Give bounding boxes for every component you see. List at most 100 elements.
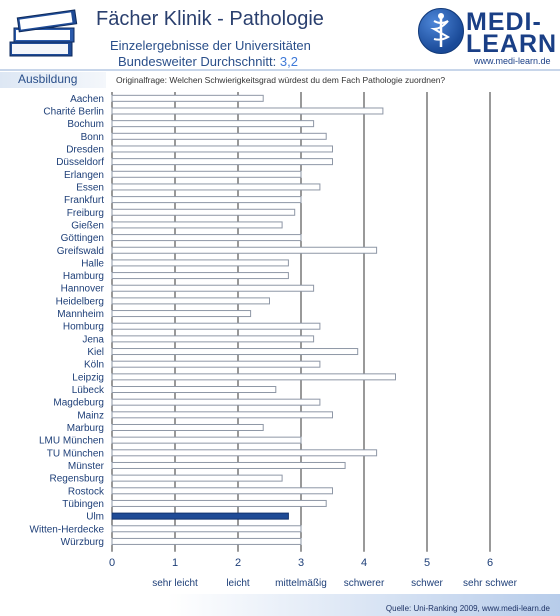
scale-label: schwerer	[344, 578, 385, 589]
category-label: Würzburg	[61, 537, 104, 548]
category-label: Homburg	[63, 322, 104, 333]
bar	[111, 297, 270, 305]
category-label: Charité Berlin	[43, 106, 104, 117]
question-text: Originalfrage: Welchen Schwierigkeitsgra…	[116, 75, 446, 85]
x-tick-label: 1	[172, 557, 178, 569]
category-label: Leipzig	[72, 372, 104, 383]
header: Fächer Klinik - Pathologie Einzelergebni…	[0, 0, 560, 70]
bar	[111, 107, 384, 115]
brand-logo: MEDI- LEARN www.medi-learn.de	[418, 8, 556, 70]
footer-band	[0, 594, 560, 616]
category-label: Tübingen	[62, 499, 104, 510]
bar	[111, 132, 327, 140]
bar	[111, 386, 277, 394]
category-label: Köln	[84, 360, 104, 371]
bar	[111, 525, 302, 533]
category-label: Bochum	[67, 119, 104, 130]
source-text: Quelle: Uni-Ranking 2009, www.medi-learn…	[385, 604, 550, 613]
section-label: Ausbildung	[18, 72, 78, 86]
brand-name-line1: MEDI-	[466, 8, 542, 36]
bar	[111, 170, 302, 178]
bar	[111, 487, 333, 495]
category-label: Gießen	[71, 220, 104, 231]
bar	[111, 158, 333, 166]
bar	[111, 221, 283, 229]
category-label: Mainz	[77, 410, 104, 421]
bar	[111, 348, 359, 356]
average-label: Bundesweiter Durchschnitt:	[118, 54, 277, 69]
average-line: Bundesweiter Durchschnitt: 3,2	[118, 54, 298, 69]
category-label: Düsseldorf	[56, 157, 104, 168]
bar-highlight	[111, 512, 289, 520]
category-label: Witten-Herdecke	[30, 524, 105, 535]
x-tick-label: 2	[235, 557, 241, 569]
category-label: Hannover	[61, 284, 105, 295]
x-tick-label: 6	[487, 557, 493, 569]
scale-label: sehr leicht	[152, 578, 198, 589]
x-tick-label: 5	[424, 557, 430, 569]
scale-label: leicht	[226, 578, 250, 589]
scale-label: schwer	[411, 578, 443, 589]
bar	[111, 335, 315, 343]
scale-label: sehr schwer	[463, 578, 518, 589]
x-tick-label: 0	[109, 557, 115, 569]
bar	[111, 246, 378, 254]
bar	[111, 461, 346, 469]
brand-name-line2: LEARN	[466, 30, 558, 58]
category-label: Regensburg	[50, 474, 104, 485]
category-label: Ulm	[86, 512, 104, 523]
category-label: Halle	[81, 258, 104, 269]
category-label: Rostock	[68, 486, 105, 497]
subtitle: Einzelergebnisse der Universitäten	[110, 38, 311, 53]
category-label: Münster	[68, 461, 105, 472]
bar	[111, 436, 302, 444]
bar	[111, 183, 321, 191]
bar	[111, 310, 252, 318]
category-label: TU München	[47, 448, 104, 459]
category-label: Erlangen	[64, 170, 104, 181]
x-tick-label: 4	[361, 557, 367, 569]
category-label: Lübeck	[72, 385, 105, 396]
category-label: Aachen	[70, 94, 104, 105]
bar	[111, 360, 321, 368]
bar	[111, 196, 302, 204]
bar	[111, 272, 289, 280]
bar	[111, 398, 321, 406]
bar	[111, 120, 315, 128]
bar	[111, 322, 321, 330]
x-tick-label: 3	[298, 557, 304, 569]
bar	[111, 499, 327, 507]
category-label: LMU München	[39, 436, 104, 447]
category-label: Frankfurt	[64, 195, 104, 206]
category-label: Göttingen	[61, 233, 104, 244]
category-label: Marburg	[67, 423, 104, 434]
category-label: Bonn	[81, 132, 104, 143]
section-band	[0, 72, 106, 88]
bar	[111, 411, 333, 419]
page-title: Fächer Klinik - Pathologie	[96, 8, 324, 30]
bar	[111, 537, 302, 545]
bar	[111, 373, 396, 381]
bar	[111, 259, 289, 267]
category-label: Jena	[82, 334, 104, 345]
bar	[111, 94, 264, 102]
books-logo-icon	[9, 9, 78, 57]
average-value: 3,2	[279, 54, 298, 69]
category-label: Freiburg	[67, 208, 104, 219]
category-label: Greifswald	[57, 246, 104, 257]
bar	[111, 474, 283, 482]
bar	[111, 145, 333, 153]
bar	[111, 423, 264, 431]
bar	[111, 449, 378, 457]
divider	[0, 69, 560, 71]
category-label: Heidelberg	[56, 296, 104, 307]
bar	[111, 208, 296, 216]
bar	[111, 284, 315, 292]
category-label: Hamburg	[63, 271, 104, 282]
brand-url: www.medi-learn.de	[474, 56, 551, 66]
category-label: Dresden	[66, 144, 104, 155]
bar	[111, 234, 302, 242]
category-label: Kiel	[87, 347, 104, 358]
category-label: Essen	[76, 182, 104, 193]
